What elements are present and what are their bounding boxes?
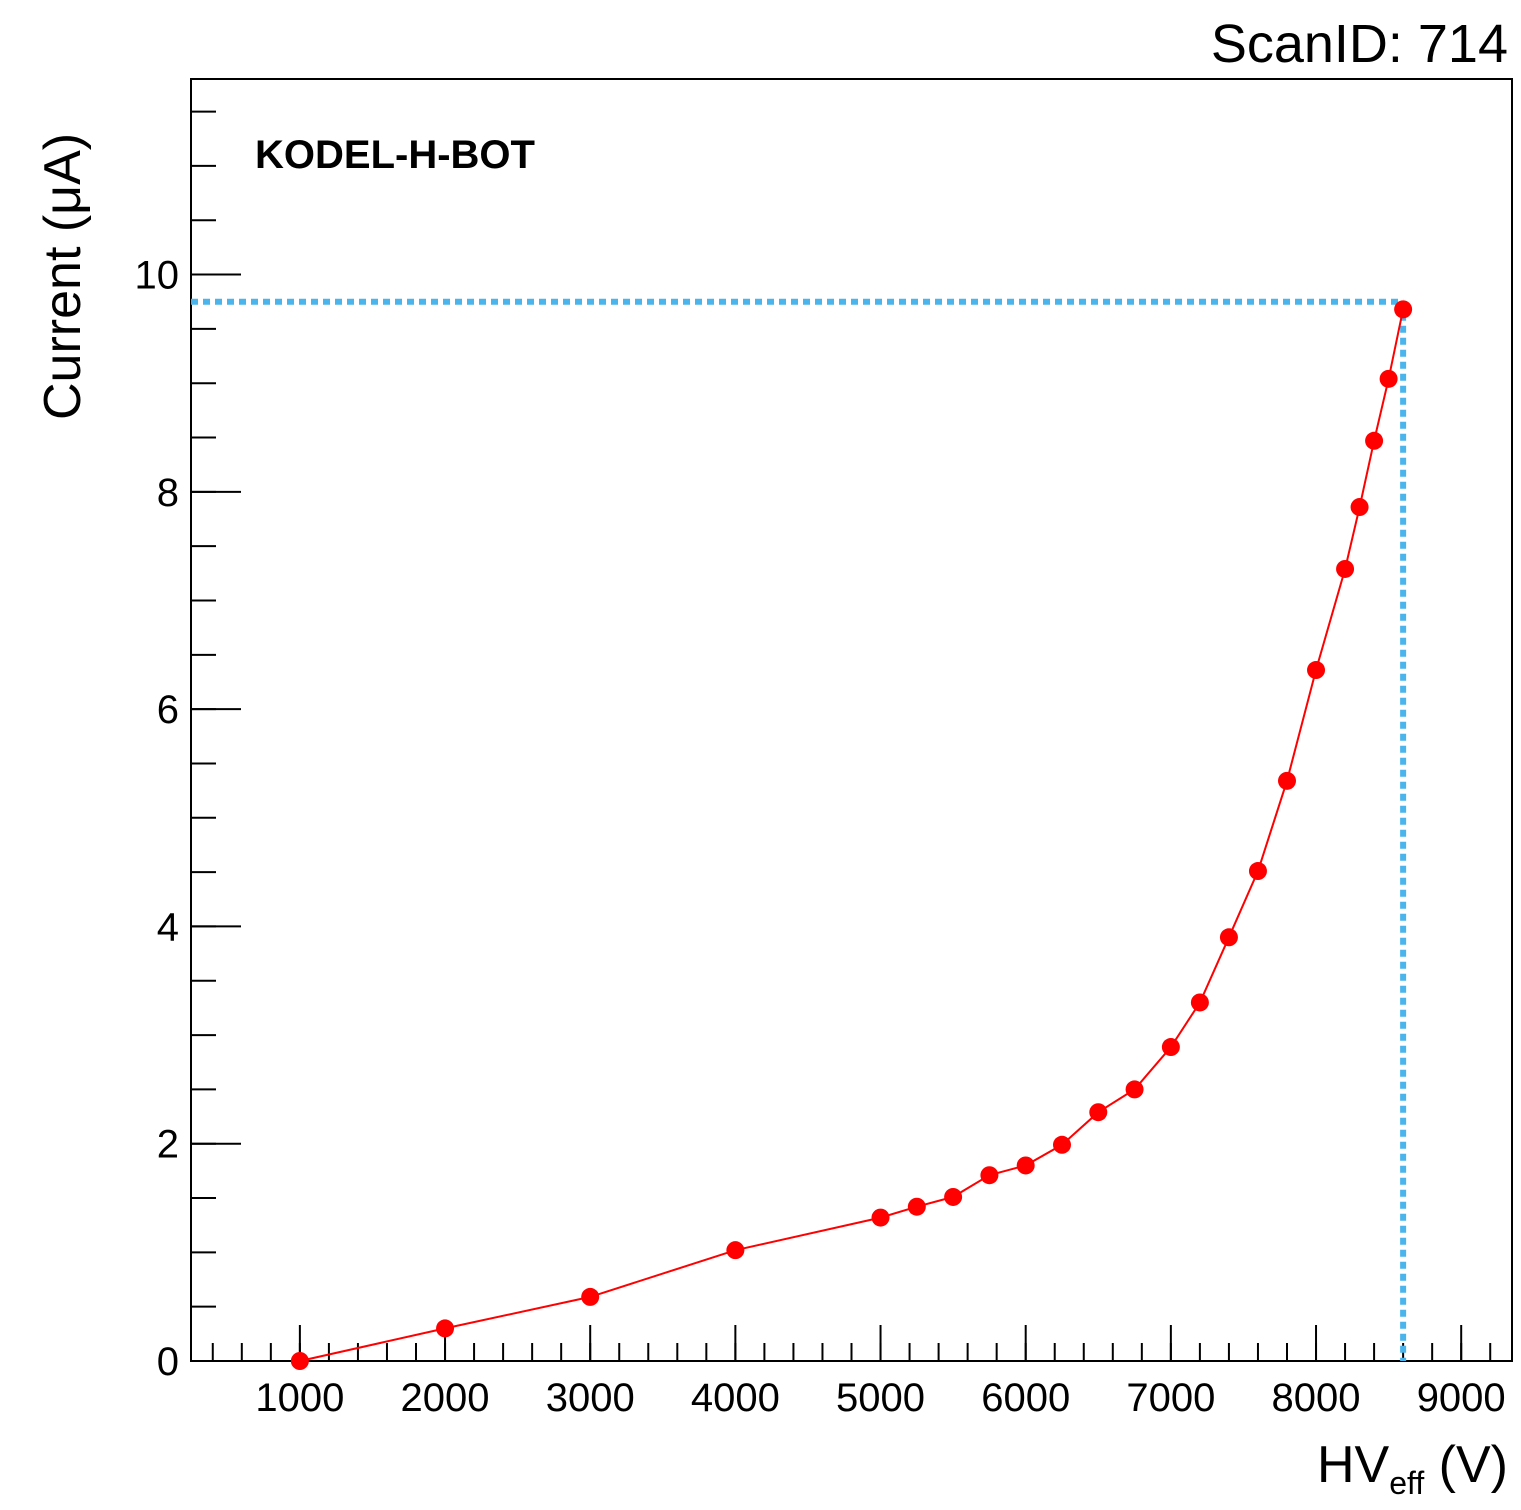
data-point (1336, 559, 1355, 578)
y-tick-label: 10 (135, 254, 180, 298)
x-tick-label: 5000 (836, 1376, 925, 1420)
data-point (1089, 1103, 1108, 1122)
data-point (1052, 1135, 1071, 1154)
data-point (1161, 1038, 1180, 1057)
data-point (1307, 661, 1326, 680)
scan-id-label: ScanID: 714 (1211, 14, 1508, 74)
data-point (1016, 1156, 1035, 1175)
x-tick-label: 4000 (691, 1376, 780, 1420)
data-point (1219, 928, 1238, 947)
data-point (290, 1352, 309, 1370)
data-point (980, 1166, 999, 1185)
data-point (871, 1208, 890, 1227)
x-tick-label: 2000 (401, 1376, 490, 1420)
y-tick-label: 0 (157, 1340, 179, 1384)
x-tick-label: 1000 (255, 1376, 344, 1420)
x-tick-label: 6000 (981, 1376, 1070, 1420)
x-tick-label: 3000 (546, 1376, 635, 1420)
data-point (726, 1241, 745, 1260)
data-point (907, 1197, 926, 1216)
data-series (290, 300, 1413, 1370)
data-point (1277, 771, 1296, 790)
data-point (1365, 431, 1384, 450)
x-tick-label: 7000 (1126, 1376, 1215, 1420)
data-point (1379, 369, 1398, 388)
y-tick-label: 2 (157, 1123, 179, 1167)
data-point (1394, 300, 1413, 319)
data-point (1125, 1080, 1144, 1099)
x-axis-title-unit: (V) (1424, 1436, 1508, 1494)
reference-lines (191, 298, 1407, 1361)
series-line (299, 309, 1405, 1362)
y-tick-label: 6 (157, 688, 179, 732)
tick-labels: 1000 2000 3000 4000 5000 6000 7000 8000 9000 0 2 4 6… (135, 254, 1506, 1420)
data-point (581, 1287, 600, 1306)
x-axis-title: HVeff (V) (1317, 1436, 1508, 1501)
x-axis-title-subscript: eff (1389, 1465, 1424, 1501)
data-point (1190, 993, 1209, 1012)
x-tick-label: 8000 (1272, 1376, 1361, 1420)
y-tick-label: 4 (157, 905, 179, 949)
y-tick-label: 8 (157, 471, 179, 515)
chamber-label: KODEL-H-BOT (255, 133, 535, 177)
data-point (1248, 862, 1267, 881)
data-point (1350, 498, 1369, 517)
x-tick-label: 9000 (1417, 1376, 1506, 1420)
plot-frame (190, 78, 1513, 1362)
data-point (944, 1187, 963, 1206)
data-point (436, 1319, 455, 1338)
x-axis-title-main: HV (1317, 1436, 1390, 1494)
y-axis-title: Current (μA) (34, 133, 92, 420)
